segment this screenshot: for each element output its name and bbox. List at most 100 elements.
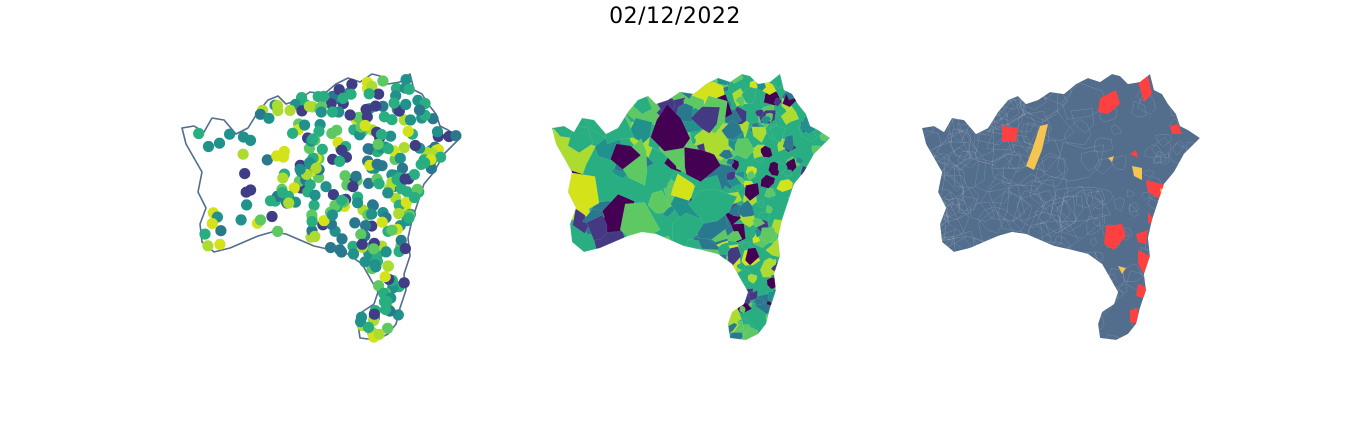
municipality-point [399,243,411,255]
municipality-region [744,182,760,202]
municipality-region [805,90,822,102]
municipality-border [1077,266,1105,301]
municipality-point [382,187,394,199]
municipality-point [318,215,330,227]
municipality-border [922,242,954,277]
municipality-region [785,268,798,283]
municipality-border [1013,190,1069,242]
municipality-border [1093,282,1102,290]
municipality-region [800,83,820,101]
municipality-border [1191,194,1200,206]
municipality-point [391,174,403,186]
municipality-region [552,74,596,105]
municipality-region [806,326,827,340]
municipality-point [264,195,277,207]
municipality-region [746,170,756,181]
municipality-region [825,224,830,233]
municipality-region [552,323,570,340]
municipality-border [1044,306,1065,329]
municipality-point [396,162,409,174]
municipality-region [787,271,801,282]
municipality-region [601,243,631,279]
municipality-region [783,266,793,275]
municipality-border [1184,198,1196,208]
municipality-border [1089,237,1097,247]
municipality-point [393,207,405,220]
municipality-border [1149,320,1166,336]
municipality-region [781,212,798,228]
municipality-region [812,90,823,101]
municipality-region [696,254,728,282]
municipality-point [382,322,394,334]
municipality-point [326,209,338,221]
highlight-map [922,74,1200,340]
municipality-point [385,130,397,142]
municipality-border [992,133,1035,169]
municipality-border [969,74,996,90]
municipality-border [923,74,966,90]
municipality-region [665,259,700,302]
municipality-point [355,316,367,328]
municipality-border [969,250,992,275]
municipality-border [924,302,948,324]
municipality-region [669,322,696,340]
municipality-region [596,74,625,93]
municipality-region [783,263,801,279]
municipality-border [1129,74,1145,81]
municipality-border [1071,314,1088,329]
municipality-region [753,297,765,305]
municipality-region [726,332,745,340]
municipality-region [660,295,713,339]
municipality-region [695,290,719,316]
municipality-region [821,328,830,340]
municipality-region [801,92,820,105]
municipality-region [708,268,729,294]
municipality-point [386,224,398,236]
municipality-region [825,149,830,157]
municipality-border [935,311,964,340]
municipality-point [326,106,339,118]
municipality-region [825,105,830,123]
municipality-region [806,203,820,218]
municipality-region [792,231,811,253]
municipality-region [816,80,823,89]
municipality-border [922,74,942,106]
municipality-border [961,315,989,340]
municipality-region [625,318,662,340]
municipality-point [381,295,393,307]
municipality-region [775,309,790,323]
municipality-border [936,256,969,290]
municipality-point [376,216,388,228]
municipality-region [670,173,698,201]
municipality-point [277,172,289,184]
municipality-border [1018,112,1036,132]
municipality-point [394,152,406,164]
municipality-region [552,226,565,243]
municipality-region [814,246,827,258]
municipality-region [684,147,721,182]
municipality-region [760,174,776,189]
municipality-border [970,201,995,223]
municipality-border [1034,195,1078,234]
municipality-region [795,196,810,208]
highlighted-municipality-red [1098,90,1120,114]
municipality-region [617,317,644,340]
municipality-point [382,260,394,272]
municipality-region [659,314,698,340]
municipality-region [655,286,695,327]
municipality-border [1142,169,1154,177]
municipality-border [1094,251,1104,262]
municipality-region [813,163,830,182]
municipality-region [718,242,731,255]
municipality-border [1052,251,1093,282]
municipality-point [215,225,227,237]
municipality-border [1003,144,1031,173]
municipality-region [720,275,738,291]
municipality-border [952,278,994,320]
municipality-border [1049,313,1089,340]
municipality-point [363,88,375,100]
municipality-border [991,153,1022,184]
highlighted-municipality-yellow [1118,266,1126,274]
municipality-border [1062,264,1090,299]
municipality-border [980,173,1025,221]
